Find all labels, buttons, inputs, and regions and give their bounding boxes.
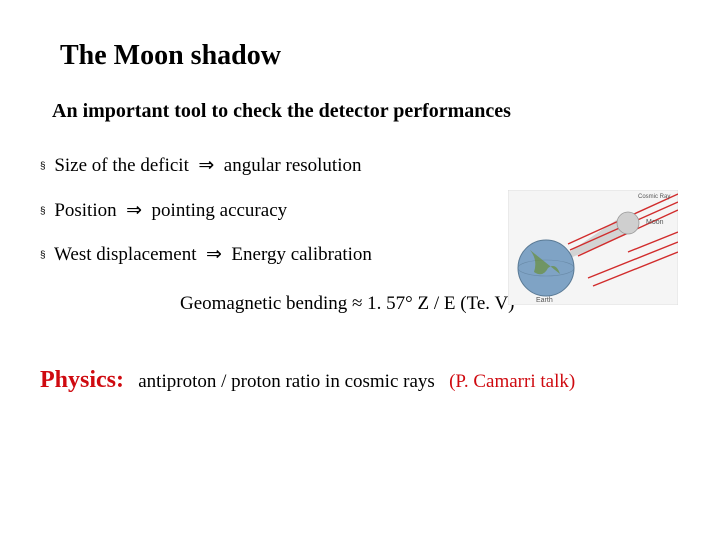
bullet-prefix: Position — [54, 200, 116, 221]
moon-shadow-diagram: Cosmic Ray Moon Earth — [508, 190, 678, 305]
bullet-mark-icon: § — [40, 161, 46, 172]
bullet-suffix: pointing accuracy — [152, 200, 288, 221]
bullet-prefix: Size of the deficit — [54, 155, 189, 176]
bullet-mark-icon: § — [40, 206, 46, 217]
bullet-prefix: West displacement — [54, 244, 197, 265]
arrow-icon: ⇒ — [126, 200, 142, 221]
cosmic-ray-label: Cosmic Ray — [638, 194, 670, 200]
earth-label: Earth — [536, 297, 553, 304]
arrow-icon: ⇒ — [198, 155, 214, 176]
slide-title: The Moon shadow — [60, 40, 670, 72]
slide-subtitle: An important tool to check the detector … — [52, 100, 670, 123]
moon-label: Moon — [646, 219, 664, 226]
physics-ref: (P. Camarri talk) — [449, 371, 575, 392]
bullet-mark-icon: § — [40, 250, 46, 261]
bullet-suffix: Energy calibration — [231, 244, 372, 265]
physics-text: antiproton / proton ratio in cosmic rays — [138, 371, 435, 392]
bullet-item: § Size of the deficit ⇒ angular resoluti… — [40, 153, 670, 180]
physics-label: Physics: — [40, 367, 124, 393]
bullet-suffix: angular resolution — [224, 155, 362, 176]
physics-line: Physics: antiproton / proton ratio in co… — [40, 367, 670, 394]
arrow-icon: ⇒ — [206, 244, 222, 265]
